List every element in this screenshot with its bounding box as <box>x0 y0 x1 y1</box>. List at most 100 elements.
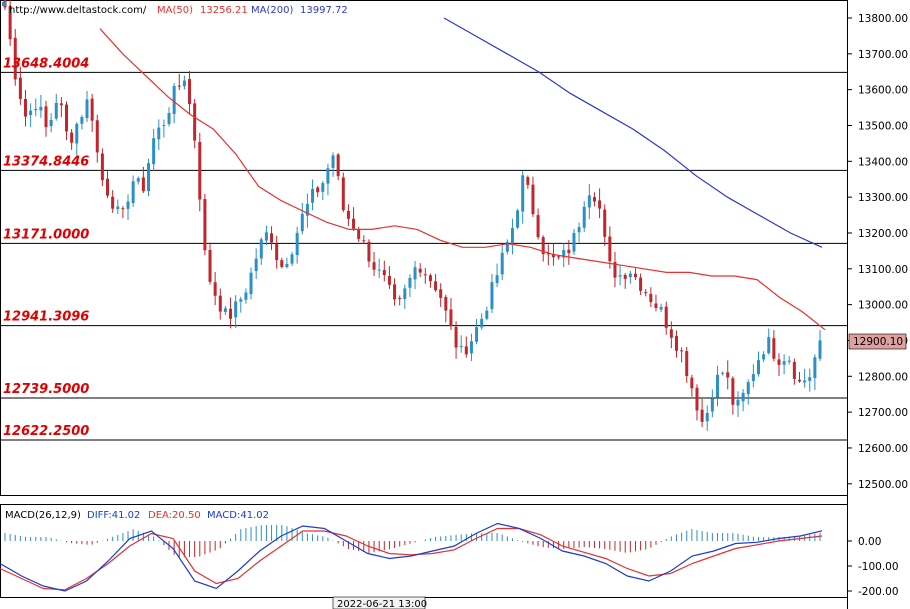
candle-body <box>382 270 386 276</box>
candle-body <box>469 341 473 354</box>
candle-body <box>13 37 17 80</box>
candle-body <box>326 168 330 184</box>
candle-body <box>321 183 325 192</box>
candle-body <box>198 141 202 200</box>
candle-body <box>680 350 684 352</box>
candle-body <box>762 354 766 360</box>
current-price-badge: 12900.10 <box>848 333 907 350</box>
candle-body <box>485 310 489 319</box>
candle-body <box>285 264 289 267</box>
candle-body <box>377 269 381 271</box>
candle-body <box>244 292 248 300</box>
candle-body <box>700 409 704 422</box>
price-tick-label: 12600.00 <box>858 443 908 455</box>
candle-body <box>331 155 335 168</box>
candle-body <box>767 337 771 354</box>
candle-body <box>152 138 156 165</box>
candle-body <box>141 177 145 192</box>
candle-body <box>541 237 545 255</box>
candle-body <box>505 241 509 252</box>
candle-body <box>264 232 268 241</box>
candle-body <box>188 79 192 105</box>
macd-header: MACD(26,12,9) DIFF:41.02 DEA:20.50 MACD:… <box>5 510 269 521</box>
candle-body <box>126 201 130 209</box>
candle-body <box>116 206 120 210</box>
candle-body <box>95 120 99 153</box>
candle-body <box>649 293 653 303</box>
candle-body <box>434 281 438 291</box>
price-tick-label: 13700.00 <box>858 49 908 61</box>
candle-body <box>572 232 576 252</box>
candle-body <box>24 98 28 117</box>
candle-body <box>669 329 673 338</box>
corner-marker <box>2 2 6 6</box>
candle-body <box>239 299 243 302</box>
candle-body <box>167 112 171 124</box>
candle-body <box>428 275 432 282</box>
price-panel-frame <box>0 0 848 496</box>
candle-body <box>229 308 233 319</box>
candle-body <box>495 275 499 284</box>
candle-body <box>75 123 79 144</box>
candle-body <box>275 243 279 261</box>
candle-body <box>603 209 607 237</box>
price-tick-label: 12700.00 <box>858 407 908 419</box>
candle-body <box>695 387 699 411</box>
level-label: 13648.4004 <box>3 56 89 71</box>
candle-body <box>54 102 58 119</box>
candle-body <box>536 215 540 238</box>
level-label: 12941.3096 <box>3 310 89 325</box>
candle-body <box>726 372 730 378</box>
candle-body <box>367 241 371 262</box>
candle-body <box>715 374 719 398</box>
candle-body <box>797 379 801 382</box>
candle-body <box>782 361 786 365</box>
header-url[interactable]: http://www.deltastock.com/ <box>9 5 147 16</box>
price-tick-label: 12500.00 <box>858 479 908 491</box>
macd-diff-label: DIFF:41.02 <box>87 510 140 521</box>
candle-body <box>59 103 63 106</box>
ma50-line <box>99 28 826 331</box>
candle-body <box>39 106 43 111</box>
candle-body <box>90 98 94 121</box>
candle-body <box>341 177 345 211</box>
candle-body <box>29 110 33 116</box>
candle-body <box>398 298 402 300</box>
candle-body <box>408 277 412 288</box>
candle-body <box>80 116 84 124</box>
candle-body <box>70 132 74 143</box>
candle-body <box>254 258 258 271</box>
candle-body <box>613 261 617 278</box>
candle-body <box>18 77 22 99</box>
candle-body <box>618 275 622 277</box>
candle-body <box>65 104 69 132</box>
candle-body <box>741 392 745 402</box>
macd-tick-label: -100.00 <box>858 561 899 573</box>
candle-body <box>633 273 637 278</box>
candle-body <box>403 288 407 300</box>
price-tick-label: 13400.00 <box>858 156 908 168</box>
candle-body <box>182 80 186 87</box>
price-tick-label: 13500.00 <box>858 120 908 132</box>
candle-body <box>608 236 612 262</box>
support-resistance-levels <box>0 71 847 441</box>
candle-body <box>49 119 53 127</box>
candle-body <box>346 210 350 219</box>
candle-body <box>193 103 197 141</box>
candle-body <box>203 199 207 251</box>
candle-body <box>475 327 479 342</box>
candle-body <box>567 249 571 254</box>
candle-body <box>531 184 535 215</box>
candle-body <box>644 292 648 294</box>
candle-body <box>111 196 115 209</box>
candle-body <box>721 372 725 374</box>
candle-body <box>664 306 668 328</box>
candlesticks <box>3 0 822 431</box>
candle-body <box>490 282 494 309</box>
candle-body <box>136 178 140 182</box>
candle-body <box>131 181 135 203</box>
level-label: 13374.8446 <box>3 154 89 169</box>
candle-body <box>295 232 299 256</box>
candle-body <box>510 228 514 244</box>
